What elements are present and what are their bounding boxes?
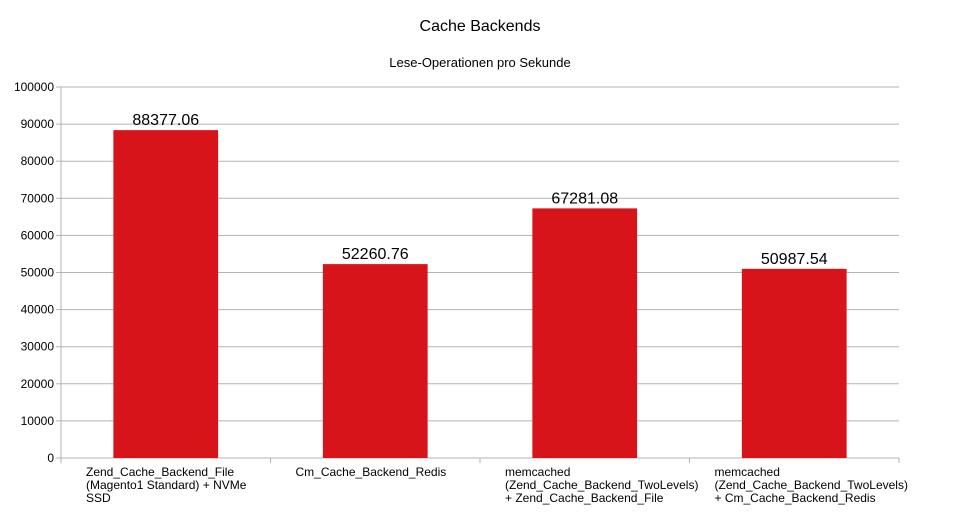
x-tick-label: Zend_Cache_Backend_File (Magento1 Standa… (86, 465, 247, 505)
y-tick-label: 80000 (21, 154, 55, 168)
y-tick-label: 90000 (21, 117, 55, 131)
bar (322, 264, 428, 458)
x-tick-label: memcached (Zend_Cache_Backend_TwoLevels)… (714, 465, 908, 505)
chart-title: Cache Backends (419, 18, 541, 35)
data-label: 50987.54 (761, 251, 828, 268)
x-tick-label: Cm_Cache_Backend_Redis (295, 465, 447, 479)
y-tick-label: 0 (47, 451, 54, 465)
chart-subtitle: Lese-Operationen pro Sekunde (389, 55, 571, 70)
y-tick-label: 50000 (21, 266, 55, 280)
y-tick-label: 30000 (21, 340, 55, 354)
data-label: 52260.76 (342, 246, 409, 263)
data-label: 67281.08 (551, 190, 618, 207)
y-tick-label: 100000 (14, 80, 54, 94)
y-tick-label: 20000 (21, 377, 55, 391)
bar (741, 268, 847, 458)
bar (113, 130, 219, 459)
data-label: 88377.06 (132, 112, 199, 129)
x-tick-label: memcached (Zend_Cache_Backend_TwoLevels)… (505, 465, 699, 505)
y-tick-label: 10000 (21, 414, 55, 428)
y-tick-label: 70000 (21, 191, 55, 205)
bar (532, 208, 638, 458)
y-tick-label: 40000 (21, 303, 55, 317)
y-tick-label: 60000 (21, 228, 55, 242)
